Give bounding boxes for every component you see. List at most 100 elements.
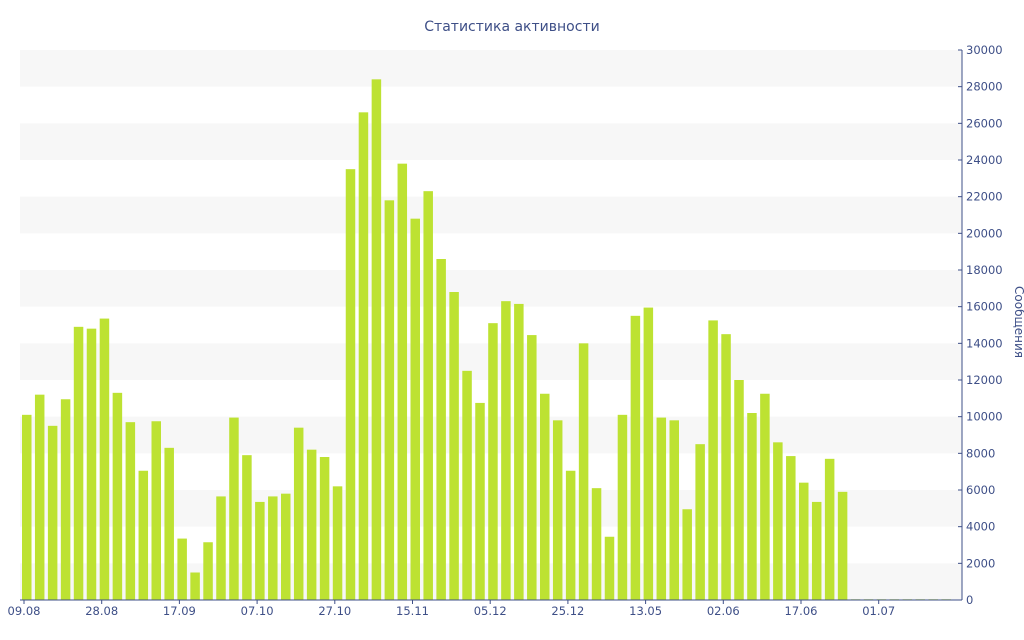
x-tick-label: 05.12 [474, 604, 507, 618]
y-tick-label: 26000 [966, 116, 1003, 130]
bar [811, 501, 822, 600]
bar [786, 456, 796, 600]
y-tick-label: 18000 [966, 263, 1003, 277]
bar [708, 320, 718, 600]
bar [125, 422, 136, 600]
bar [734, 380, 744, 600]
x-tick-label: 17.06 [785, 604, 818, 618]
bar [216, 496, 226, 600]
y-tick-label: 20000 [966, 226, 1003, 240]
bar [190, 572, 200, 600]
bar [449, 292, 459, 600]
y-tick-label: 24000 [966, 153, 1003, 167]
bar [462, 370, 472, 600]
bar [306, 449, 317, 600]
bar [578, 343, 589, 600]
bar [436, 259, 446, 600]
x-tick-label: 15.11 [396, 604, 429, 618]
bar [358, 112, 369, 600]
y-tick-label: 10000 [966, 410, 1003, 424]
axes [20, 50, 963, 601]
bar [73, 326, 84, 600]
bar [643, 307, 654, 600]
bar [501, 301, 511, 600]
y-tick-label: 2000 [966, 556, 995, 570]
x-tick-label: 28.08 [85, 604, 118, 618]
x-tick-labels: 09.08 28.08 17.09 07.10 27.10 15.11 05.12 25.12… [8, 600, 895, 618]
bar [669, 420, 679, 600]
bar [604, 536, 615, 600]
bar [60, 399, 71, 600]
x-tick-label: 09.08 [8, 604, 41, 618]
bar [682, 509, 692, 600]
bar [837, 491, 848, 600]
bar [86, 328, 97, 600]
y-tick-label: 8000 [966, 446, 995, 460]
y-tick-label: 0 [966, 593, 973, 607]
bar [630, 315, 641, 600]
bar [281, 493, 291, 600]
bar [384, 200, 395, 601]
bar [268, 496, 278, 600]
y-tick-labels: 0 2000 4000 6000 8000 10000 12000 14000 16000 180… [958, 43, 1003, 607]
bar [799, 482, 809, 600]
bar [527, 335, 537, 600]
bar [345, 169, 356, 600]
bar [721, 334, 731, 600]
bar [475, 402, 485, 600]
y-tick-label: 14000 [966, 336, 1003, 350]
bar [617, 414, 628, 600]
bar [397, 163, 408, 600]
x-tick-label: 17.09 [163, 604, 196, 618]
y-tick-label: 30000 [966, 43, 1003, 57]
grid-band [20, 123, 962, 160]
grid-band [20, 50, 962, 87]
bar [242, 455, 252, 600]
y-axis-label: Сообщения [1012, 286, 1024, 358]
bar [255, 501, 265, 600]
bar [177, 538, 187, 600]
bar [591, 488, 602, 600]
bar [34, 394, 45, 600]
bar [410, 218, 420, 600]
bar [747, 413, 757, 600]
x-tick-label: 02.06 [707, 604, 740, 618]
bar [514, 303, 524, 600]
bar [319, 457, 330, 600]
y-tick-label: 16000 [966, 300, 1003, 314]
bar [423, 191, 433, 600]
bar [138, 470, 149, 600]
bar [332, 486, 343, 600]
bar [112, 392, 123, 600]
bar [695, 444, 705, 600]
x-tick-label: 13.05 [629, 604, 662, 618]
bar [99, 318, 110, 600]
bar [552, 420, 563, 600]
x-tick-label: 01.07 [862, 604, 895, 618]
x-tick-label: 25.12 [551, 604, 584, 618]
bar [824, 458, 835, 600]
bar [656, 417, 667, 600]
bars [22, 79, 951, 601]
y-tick-label: 22000 [966, 190, 1003, 204]
grid-band [20, 270, 962, 307]
bar [164, 447, 174, 600]
y-tick-label: 4000 [966, 520, 995, 534]
y-tick-label: 12000 [966, 373, 1003, 387]
bar [371, 79, 382, 601]
bar [773, 442, 783, 600]
bar [47, 425, 58, 600]
bar [229, 417, 239, 600]
bar [22, 414, 32, 600]
y-tick-label: 6000 [966, 483, 995, 497]
chart-title: Статистика активности [424, 19, 599, 35]
bar [203, 542, 213, 600]
bar [293, 427, 304, 600]
y-tick-label: 28000 [966, 80, 1003, 94]
bar [540, 393, 550, 600]
bar [565, 470, 576, 600]
bar [151, 421, 161, 600]
x-tick-label: 27.10 [318, 604, 351, 618]
bar [488, 323, 498, 600]
